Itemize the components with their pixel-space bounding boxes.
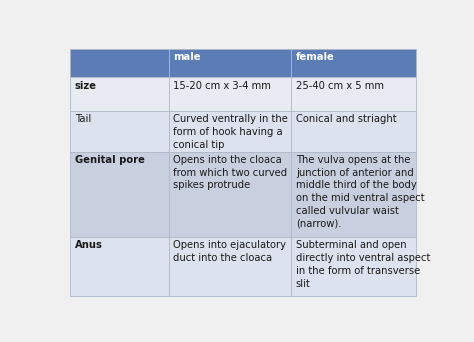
Bar (70, 152, 169, 237)
Bar (291, 152, 416, 237)
Text: The vulva opens at the
junction of anterior and
middle third of the body
on the : The vulva opens at the junction of anter… (296, 155, 424, 229)
Bar (70, 77, 169, 111)
Bar (169, 49, 291, 77)
Text: female: female (296, 52, 335, 62)
Text: 25-40 cm x 5 mm: 25-40 cm x 5 mm (296, 81, 383, 91)
Bar (169, 77, 291, 111)
Text: size: size (75, 81, 97, 91)
Bar (291, 111, 416, 152)
Text: Subterminal and open
directly into ventral aspect
in the form of transverse
slit: Subterminal and open directly into ventr… (296, 240, 430, 289)
Text: Opens into the cloaca
from which two curved
spikes protrude: Opens into the cloaca from which two cur… (173, 155, 287, 190)
Bar (169, 111, 291, 152)
Bar (70, 111, 169, 152)
Text: Genital pore: Genital pore (75, 155, 145, 165)
Bar (291, 77, 416, 111)
Text: male: male (173, 52, 201, 62)
Text: Conical and striaght: Conical and striaght (296, 114, 396, 124)
Bar (169, 152, 291, 237)
Text: Curved ventrally in the
form of hook having a
conical tip: Curved ventrally in the form of hook hav… (173, 114, 288, 149)
Bar (169, 237, 291, 297)
Text: 15-20 cm x 3-4 mm: 15-20 cm x 3-4 mm (173, 81, 271, 91)
Bar (291, 49, 416, 77)
Text: Tail: Tail (75, 114, 91, 124)
Text: Anus: Anus (75, 240, 102, 250)
Bar (70, 49, 169, 77)
Text: Opens into ejaculatory
duct into the cloaca: Opens into ejaculatory duct into the clo… (173, 240, 286, 263)
Bar (70, 237, 169, 297)
Bar (291, 237, 416, 297)
